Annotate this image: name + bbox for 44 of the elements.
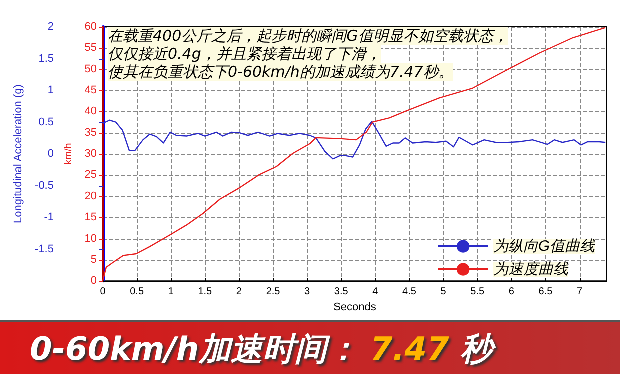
y2-tick-label: 25 [84, 169, 97, 182]
y2-tick-label: 35 [84, 126, 97, 139]
legend-label: 为速度曲线 [493, 261, 570, 278]
y2-tick-label: 40 [84, 106, 97, 118]
x-tick-label: 1.5 [198, 286, 213, 298]
y2-tick-label: 0 [90, 275, 97, 288]
y2-tick-label: 30 [84, 148, 97, 160]
x-tick-label: 7 [576, 286, 583, 298]
y-tick-label: 1.5 [38, 52, 54, 65]
x-tick-label: 2.5 [266, 286, 281, 298]
y2-tick-label: 10 [84, 232, 97, 245]
x-tick-label: 5 [440, 286, 447, 298]
y2-tick-label: 55 [84, 42, 97, 54]
x-tick-label: 4.5 [402, 286, 417, 298]
annotation: 在载重400公斤之后，起步时的瞬间G值明显不如空载状态， [108, 27, 508, 45]
y-tick-label: 0 [48, 148, 54, 160]
x-tick-label: 3 [304, 286, 311, 298]
y-tick-label: 0.5 [38, 116, 54, 128]
x-tick-label: 6 [508, 286, 515, 298]
y-tick-label: -1.5 [35, 243, 54, 256]
y-tick-label: -0.5 [35, 180, 54, 192]
x-tick-label: 5.5 [470, 286, 485, 298]
y2-tick-label: 5 [90, 254, 97, 266]
y2-tick-label: 60 [84, 21, 97, 33]
y-tick-label: 1 [48, 84, 54, 97]
y2-axis-title: km/h [63, 143, 74, 165]
y2-tick-label: 15 [84, 212, 97, 224]
x-axis-title: Seconds [334, 302, 377, 314]
x-tick-label: 3.5 [334, 286, 349, 298]
x-tick-label: 1 [168, 286, 174, 298]
x-tick-label: 0.5 [130, 286, 144, 298]
x-tick-label: 4 [372, 286, 379, 298]
annotation: 仅仅接近0.4g，并且紧接着出现了下滑， [108, 45, 382, 63]
y2-tick-label: 45 [84, 84, 97, 97]
x-tick-label: 2 [236, 286, 242, 298]
y-tick-label: -1 [44, 212, 54, 224]
x-tick-label: 0 [100, 286, 106, 298]
y-axis-title: Longitudinal Acceleration (g) [12, 84, 25, 224]
legend-label: 为纵向G值曲线 [493, 238, 596, 255]
annotation: 使其在负重状态下0-60km/h的加速成绩为7.47秒。 [108, 63, 454, 81]
y-tick-label: 2 [48, 21, 54, 33]
y2-tick-label: 50 [84, 63, 97, 76]
y2-tick-label: 20 [84, 190, 97, 202]
x-tick-label: 6.5 [538, 286, 554, 298]
